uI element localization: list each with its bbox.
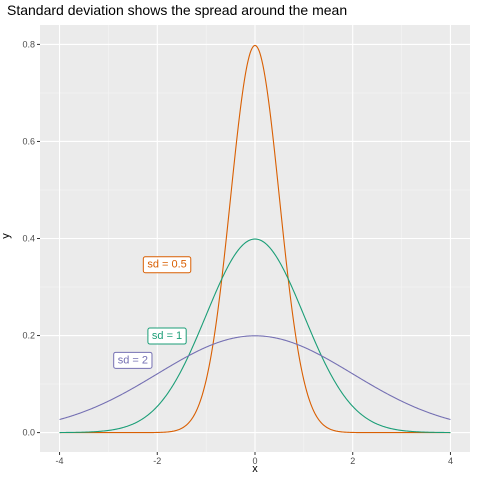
annotation-box bbox=[142, 256, 192, 274]
annotation-text: sd = 1 bbox=[152, 330, 182, 342]
annotation-label: sd = 0.5 bbox=[142, 256, 192, 274]
y-tick-label: 0.6 bbox=[22, 136, 35, 146]
series-lines bbox=[59, 44, 451, 434]
annotations: sd = 0.5 sd = 1 sd = 2 bbox=[113, 256, 192, 369]
annotation-box bbox=[113, 351, 153, 369]
y-tick-label: 0.8 bbox=[22, 39, 35, 49]
series-line-sd-2 bbox=[59, 335, 451, 421]
x-axis-title: x bbox=[252, 463, 258, 475]
annotation-text: sd = 0.5 bbox=[147, 259, 186, 271]
series-line-sd-0-5 bbox=[59, 44, 451, 434]
x-tick-label: -4 bbox=[56, 456, 64, 466]
annotation-text: sd = 2 bbox=[118, 354, 148, 366]
y-axis-title: y bbox=[0, 233, 12, 239]
x-tick-label: 0 bbox=[252, 456, 257, 466]
chart-title: Standard deviation shows the spread arou… bbox=[7, 2, 347, 18]
series-line-sd-1 bbox=[59, 238, 451, 434]
annotation-box bbox=[147, 327, 187, 345]
x-tick-label: -2 bbox=[153, 456, 161, 466]
annotation-label: sd = 1 bbox=[147, 327, 187, 345]
y-tick-label: 0.0 bbox=[22, 428, 35, 438]
x-tick-label: 4 bbox=[448, 456, 453, 466]
y-tick-label: 0.4 bbox=[22, 234, 35, 244]
axes: -4 -2 0 2 4 0.0 0.2 0.4 0.6 0.8 bbox=[22, 39, 452, 466]
annotation-label: sd = 2 bbox=[113, 351, 153, 369]
y-tick-label: 0.2 bbox=[22, 331, 35, 341]
x-tick-label: 2 bbox=[350, 456, 355, 466]
